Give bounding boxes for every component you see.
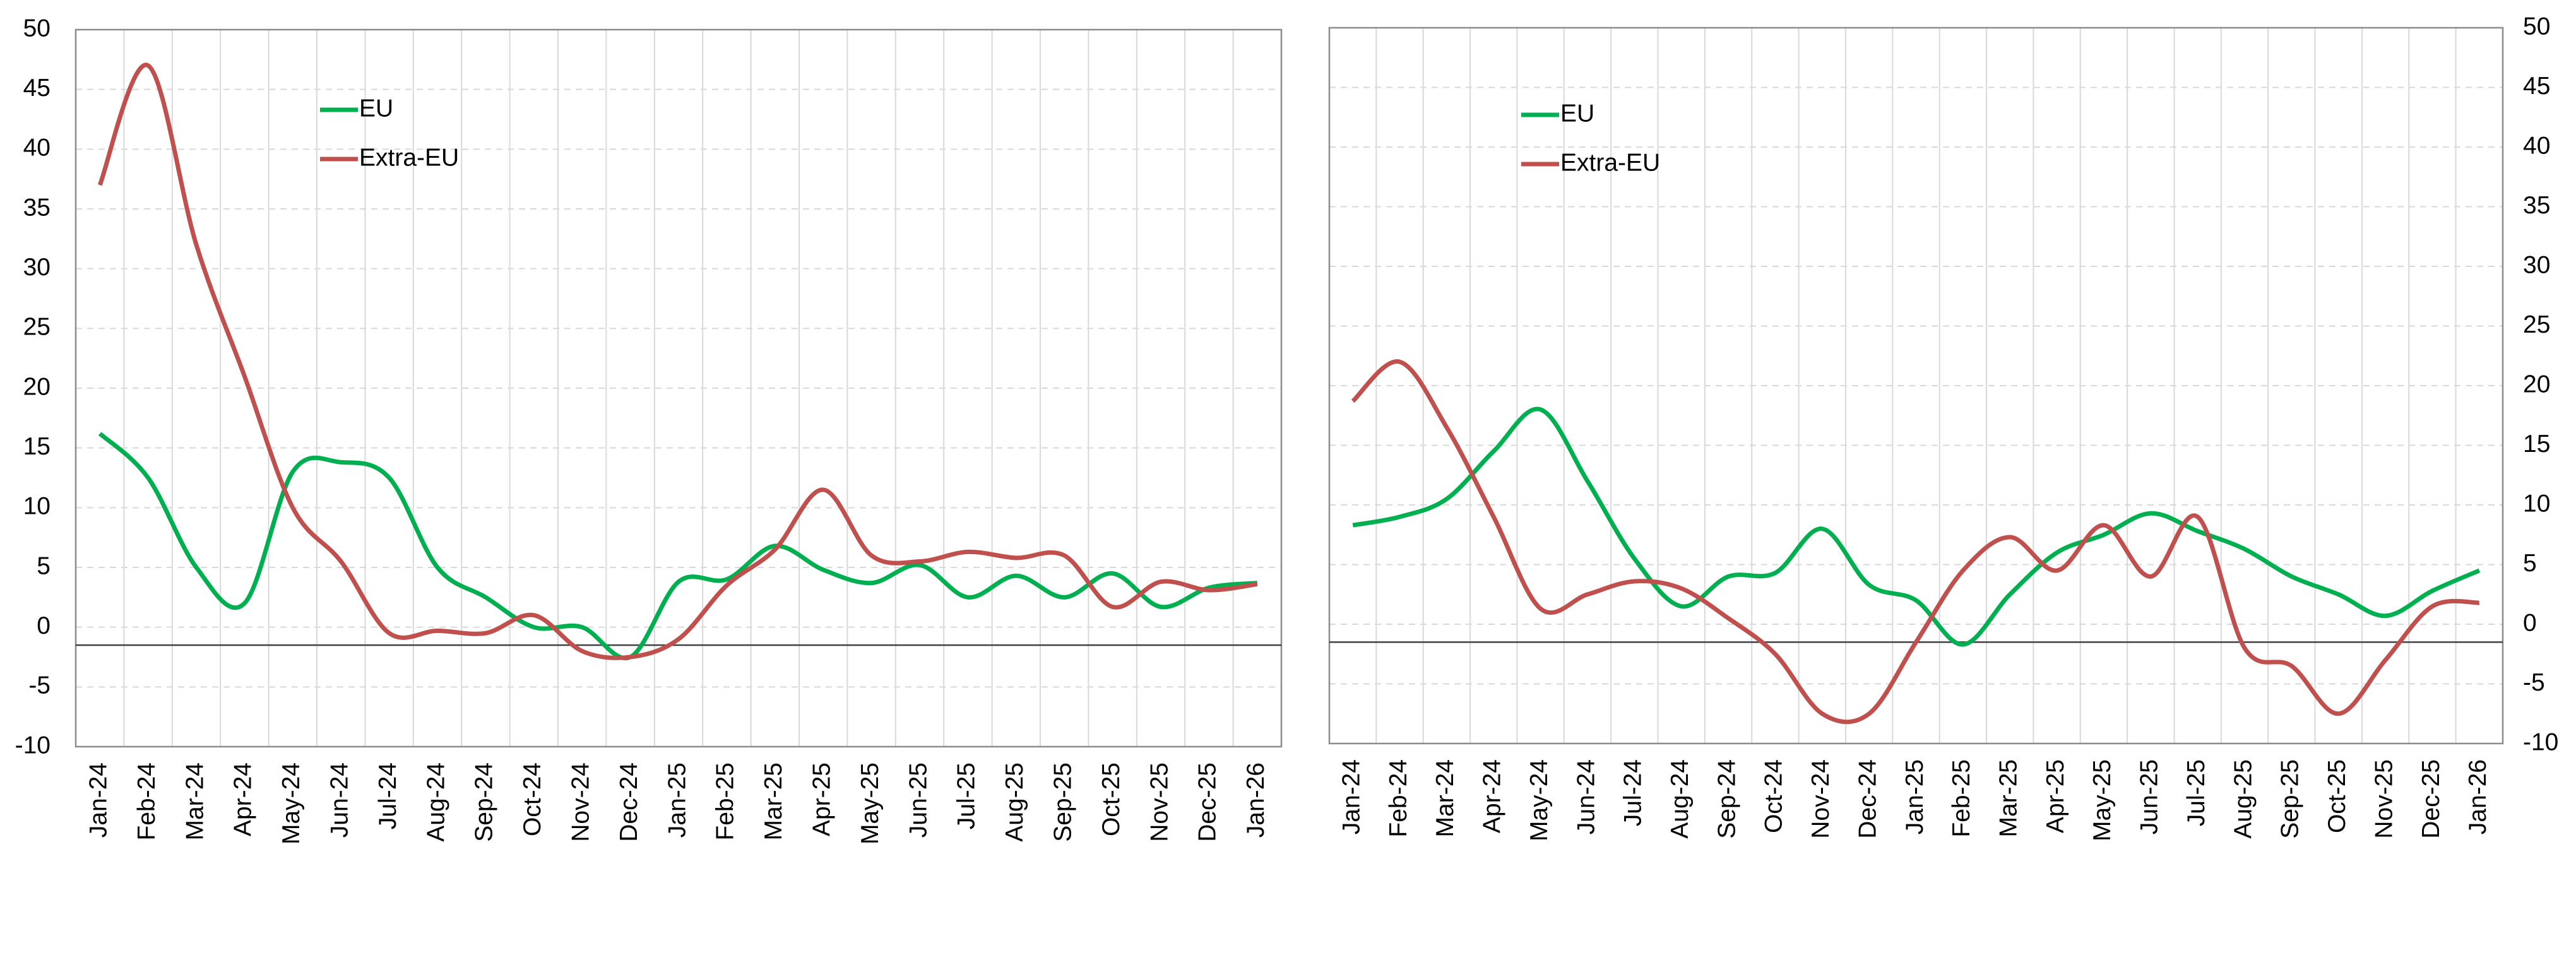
x-tick-label: Aug-24	[1666, 759, 1694, 839]
x-tick-label: Mar-25	[760, 762, 787, 841]
series-line	[98, 432, 1258, 661]
x-tick-label: May-25	[2089, 759, 2116, 841]
x-tick-label: Jan-26	[1242, 762, 1269, 838]
x-tick-label: Feb-25	[1948, 759, 1975, 838]
series-line	[97, 62, 1258, 660]
plot-frame	[74, 28, 1283, 748]
y-tick-label: 10	[23, 493, 50, 520]
legend-label: EU	[1560, 100, 1594, 127]
x-tick-label: Sep-24	[471, 762, 498, 842]
x-tick-label: Sep-24	[1713, 759, 1740, 839]
x-tick-label: Jan-25	[1901, 759, 1928, 834]
x-tick-label: Dec-25	[2418, 759, 2445, 839]
x-tick-label: Mar-25	[1995, 759, 2022, 838]
y-tick-label: 30	[23, 254, 50, 281]
x-tick-label: Sep-25	[1049, 762, 1076, 842]
y-tick-label: 35	[2523, 192, 2550, 219]
y-tick-label: 5	[2523, 550, 2537, 577]
y-tick-label: -10	[15, 732, 50, 759]
x-tick-label: Dec-25	[1194, 762, 1221, 842]
y-tick-label: 10	[2523, 490, 2550, 517]
x-tick-label: Nov-25	[2370, 759, 2397, 839]
y-tick-label: 45	[23, 74, 50, 102]
x-tick-label: Mar-24	[181, 762, 208, 841]
y-tick-label: -5	[28, 672, 50, 699]
x-tick-label: Aug-24	[422, 762, 449, 842]
x-tick-label: Jun-24	[326, 762, 353, 838]
y-tick-label: 5	[37, 552, 50, 579]
x-tick-label: Jun-25	[2136, 759, 2163, 834]
x-tick-label: Apr-25	[808, 762, 835, 836]
x-tick-label: Oct-24	[1760, 759, 1788, 833]
x-tick-label: Jul-25	[2183, 759, 2210, 826]
x-tick-label: Jan-25	[663, 762, 691, 838]
series-line	[1351, 359, 2480, 725]
series-line	[1352, 406, 2481, 647]
y-tick-label: -10	[2523, 728, 2558, 756]
x-tick-label: Jun-25	[905, 762, 932, 838]
y-tick-label: 50	[2523, 13, 2550, 40]
legend-label: EU	[359, 95, 393, 122]
y-tick-label: 40	[23, 134, 50, 162]
x-tick-label: May-25	[857, 762, 884, 845]
y-tick-label: 50	[23, 15, 50, 42]
x-tick-label: Mar-24	[1432, 759, 1459, 838]
y-tick-label: 20	[23, 373, 50, 400]
y-tick-label: 30	[2523, 251, 2550, 278]
legend-label: Extra-EU	[359, 144, 459, 171]
x-tick-label: Feb-24	[133, 762, 160, 841]
x-tick-label: Oct-25	[2324, 759, 2351, 833]
x-tick-label: Jun-24	[1572, 759, 1600, 834]
x-tick-label: May-24	[278, 762, 305, 845]
x-tick-label: Oct-25	[1098, 762, 1125, 836]
x-tick-label: Oct-24	[519, 762, 546, 836]
y-tick-label: 0	[2523, 609, 2537, 636]
x-tick-label: Aug-25	[1001, 762, 1028, 842]
y-tick-label: 15	[2523, 430, 2550, 458]
x-tick-label: Nov-24	[1807, 759, 1834, 839]
y-tick-label: 40	[2523, 132, 2550, 159]
x-tick-label: Jul-25	[953, 762, 980, 829]
x-tick-label: Feb-24	[1385, 759, 1412, 838]
x-tick-label: Apr-24	[1479, 759, 1506, 833]
y-tick-label: 0	[37, 612, 50, 639]
x-tick-label: Aug-25	[2229, 759, 2257, 839]
x-tick-label: Jul-24	[1620, 759, 1647, 826]
x-tick-label: Jan-24	[85, 762, 112, 838]
y-tick-label: 15	[23, 433, 50, 460]
x-tick-label: Jan-24	[1338, 759, 1365, 834]
x-tick-label: Jan-26	[2464, 759, 2491, 834]
x-tick-label: May-24	[1526, 759, 1553, 841]
x-tick-label: Dec-24	[1854, 759, 1881, 839]
plot-frame	[1328, 27, 2504, 745]
x-tick-label: Nov-24	[567, 762, 594, 842]
y-tick-label: -5	[2523, 669, 2545, 696]
x-tick-label: Apr-24	[230, 762, 257, 836]
y-tick-label: 20	[2523, 370, 2550, 398]
y-tick-label: 25	[2523, 311, 2550, 338]
legend-label: Extra-EU	[1560, 149, 1660, 176]
x-tick-label: Jul-24	[374, 762, 401, 829]
y-tick-label: 35	[23, 194, 50, 221]
y-tick-label: 25	[23, 314, 50, 341]
y-tick-label: 45	[2523, 73, 2550, 100]
x-tick-label: Apr-25	[2042, 759, 2069, 833]
x-tick-label: Sep-25	[2277, 759, 2304, 839]
x-tick-label: Dec-24	[615, 762, 643, 842]
x-tick-label: Nov-25	[1146, 762, 1173, 842]
x-tick-label: Feb-25	[712, 762, 739, 841]
